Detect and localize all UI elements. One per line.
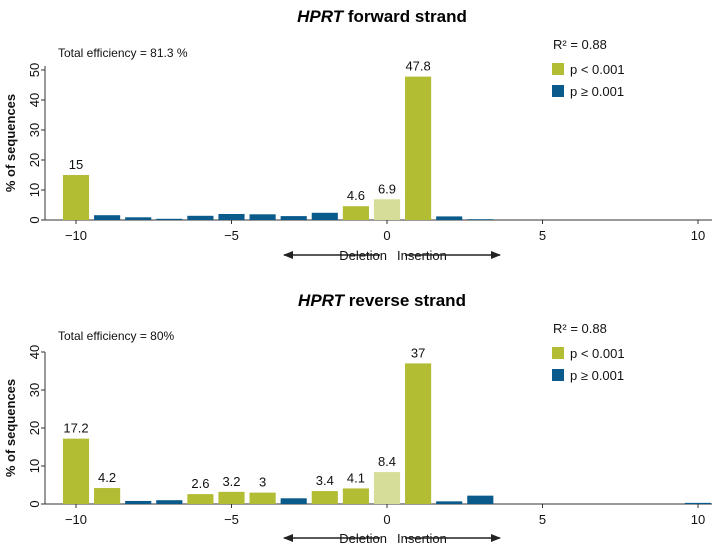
legend-label-significant: p < 0.001: [570, 346, 625, 361]
y-tick-label: 30: [27, 123, 42, 137]
legend-label-not-significant: p ≥ 0.001: [570, 84, 624, 99]
legend-swatch-significant: [552, 63, 564, 75]
x-tick-label: −10: [65, 512, 87, 527]
bar: [249, 214, 276, 220]
bar-value-label: 4.1: [347, 470, 365, 485]
y-tick-label: 10: [27, 183, 42, 197]
bar: [125, 500, 152, 504]
chart-title-rest: reverse strand: [349, 291, 466, 310]
bars: 17.2 4.2 2.6 3.2 3 3.4 4.1 8.4 37: [62, 345, 712, 504]
bar: [467, 495, 494, 504]
bar: [125, 217, 152, 220]
y-tick-label: 40: [27, 93, 42, 107]
y-tick-label: 30: [27, 383, 42, 397]
bar: [156, 500, 183, 504]
x-tick-label: 0: [383, 512, 390, 527]
x-axis-ticks: −10 −5 0 5 10: [65, 220, 705, 243]
bar: [280, 216, 307, 220]
bar: [280, 498, 307, 504]
y-tick-label: 20: [27, 153, 42, 167]
bar: [187, 215, 214, 220]
r-squared-label: R² = 0.88: [553, 37, 607, 52]
bar: [187, 494, 214, 504]
y-tick-label: 50: [27, 63, 42, 77]
x-tick-label: −10: [65, 228, 87, 243]
bar: [156, 218, 183, 220]
x-tick-label: 5: [539, 228, 546, 243]
chart-title-rest: forward strand: [348, 7, 467, 26]
x-axis-ticks: −10 −5 0 5 10: [65, 504, 705, 527]
bar-value-label: 3.2: [222, 474, 240, 489]
bar: [342, 488, 369, 504]
bar: [684, 502, 712, 504]
deletion-label: Deletion: [339, 248, 387, 263]
y-tick-label: 0: [27, 216, 42, 223]
bar: [436, 216, 463, 220]
legend-swatch-not-significant: [552, 369, 564, 381]
chart-title-gene: HPRT: [297, 7, 345, 26]
bar-value-label: 4.6: [347, 188, 365, 203]
chart-title: HPRT reverse strand: [298, 291, 466, 310]
y-axis-ticks: 0 10 20 30 40 50: [27, 63, 45, 224]
y-tick-label: 40: [27, 345, 42, 359]
bar-value-label: 37: [411, 345, 425, 360]
bar: [405, 363, 432, 504]
bar: [94, 215, 121, 220]
deletion-label: Deletion: [339, 531, 387, 546]
x-axis-direction: Deletion Insertion: [283, 248, 501, 263]
x-axis-direction: Deletion Insertion: [283, 531, 501, 546]
bar: [249, 492, 276, 504]
bar: [62, 175, 90, 220]
x-tick-label: 0: [383, 228, 390, 243]
y-axis-label: % of sequences: [3, 94, 18, 192]
bar: [218, 214, 245, 220]
efficiency-annotation: Total efficiency = 81.3 %: [58, 46, 188, 60]
y-tick-label: 20: [27, 421, 42, 435]
bar: [467, 219, 494, 220]
r-squared-label: R² = 0.88: [553, 321, 607, 336]
bar: [311, 212, 338, 220]
legend: p < 0.001 p ≥ 0.001: [552, 62, 625, 99]
efficiency-annotation: Total efficiency = 80%: [58, 329, 175, 343]
bar: [218, 491, 245, 504]
legend-label-not-significant: p ≥ 0.001: [570, 368, 624, 383]
bar: [373, 472, 401, 504]
legend-swatch-not-significant: [552, 85, 564, 97]
x-tick-label: 10: [691, 228, 705, 243]
bar-value-label: 3.4: [316, 473, 334, 488]
bars: 15 4.6 6.9 47.8: [62, 59, 494, 220]
bar-value-label: 2.6: [191, 476, 209, 491]
bar-value-label: 15: [69, 157, 83, 172]
y-tick-label: 10: [27, 459, 42, 473]
legend: p < 0.001 p ≥ 0.001: [552, 346, 625, 383]
bar-value-label: 8.4: [378, 454, 396, 469]
chart-title: HPRT forward strand: [297, 7, 467, 26]
bar-value-label: 17.2: [63, 421, 88, 436]
bar: [342, 206, 369, 220]
bar: [94, 488, 121, 504]
x-tick-label: −5: [224, 512, 239, 527]
bar-value-label: 47.8: [405, 59, 430, 74]
bar: [373, 199, 401, 220]
bar-value-label: 4.2: [98, 470, 116, 485]
bar-value-label: 6.9: [378, 181, 396, 196]
x-tick-label: 10: [691, 512, 705, 527]
y-axis-label: % of sequences: [3, 379, 18, 477]
y-axis-ticks: 0 10 20 30 40: [27, 345, 45, 508]
chart-title-gene: HPRT: [298, 291, 346, 310]
legend-label-significant: p < 0.001: [570, 62, 625, 77]
bar: [62, 438, 90, 504]
bar: [311, 491, 338, 504]
x-tick-label: −5: [224, 228, 239, 243]
bar-value-label: 3: [259, 475, 266, 490]
bar: [436, 501, 463, 504]
chart-reverse-strand: HPRT reverse strand Total efficiency = 8…: [3, 291, 712, 546]
y-tick-label: 0: [27, 500, 42, 507]
legend-swatch-significant: [552, 347, 564, 359]
bar: [405, 76, 432, 220]
chart-forward-strand: HPRT forward strand Total efficiency = 8…: [3, 7, 712, 263]
x-tick-label: 5: [539, 512, 546, 527]
